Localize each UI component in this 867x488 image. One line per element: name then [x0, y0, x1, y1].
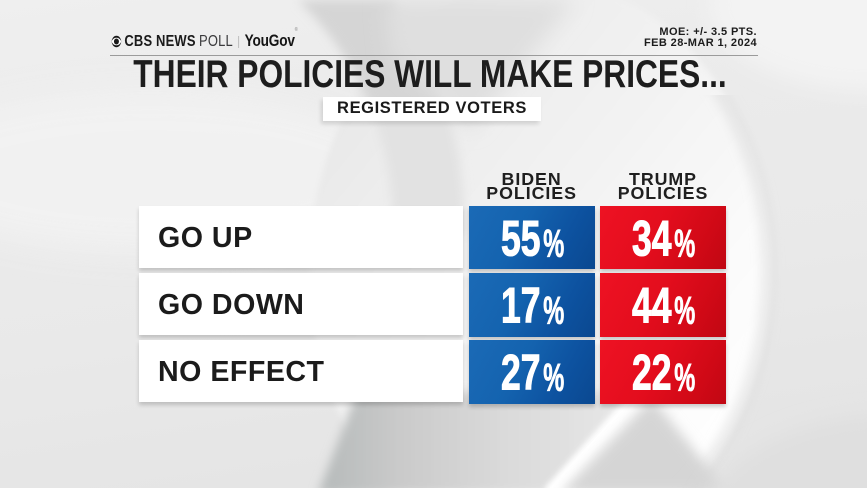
svg-text:17: 17: [501, 278, 541, 334]
svg-text:%: %: [674, 357, 695, 400]
svg-text:%: %: [674, 290, 695, 333]
svg-text:55: 55: [501, 210, 541, 266]
svg-text:%: %: [543, 357, 564, 400]
svg-text:%: %: [543, 290, 564, 333]
svg-text:22: 22: [632, 345, 672, 401]
svg-text:%: %: [674, 222, 695, 265]
svg-text:34: 34: [632, 210, 672, 266]
svg-text:44: 44: [632, 278, 672, 334]
svg-text:%: %: [543, 222, 564, 265]
svg-text:27: 27: [501, 345, 541, 401]
